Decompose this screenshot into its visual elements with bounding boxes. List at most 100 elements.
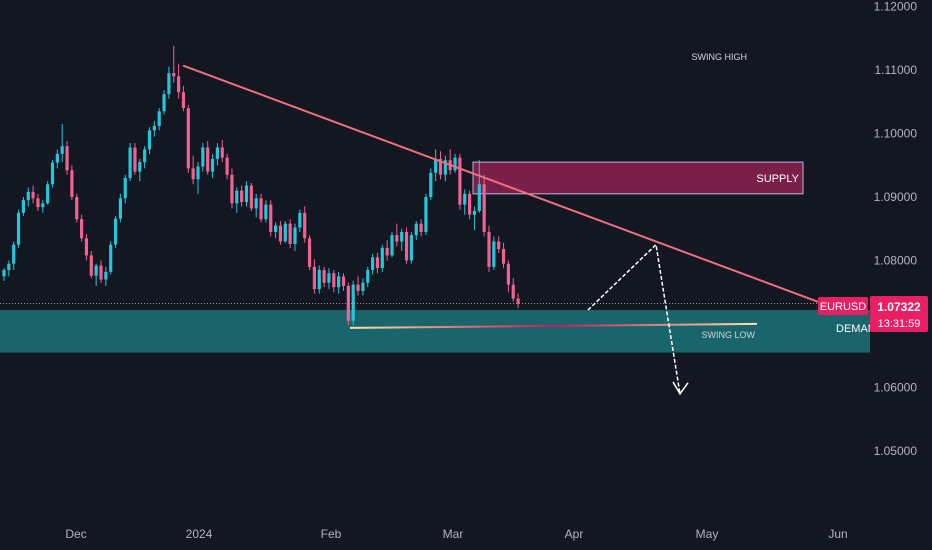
candle-body (293, 227, 297, 244)
candle-body (75, 197, 79, 220)
candle-body (240, 190, 244, 203)
y-tick-label: 1.05000 (874, 444, 918, 458)
candle-body (278, 225, 283, 242)
candle-body (317, 270, 321, 290)
candle-body (472, 210, 477, 215)
candle-body (341, 276, 346, 286)
candle-body (157, 111, 161, 126)
symbol-badge (818, 297, 868, 315)
candle-body (167, 73, 171, 95)
candle-body (123, 177, 127, 199)
candle-body (346, 285, 350, 321)
candle-body (390, 235, 394, 256)
swing-low-line[interactable] (349, 322, 758, 329)
candle-body (443, 160, 447, 175)
candle-body (206, 147, 210, 172)
candle-body (84, 238, 89, 256)
candle-body (269, 204, 273, 232)
candle-body (274, 225, 278, 232)
x-tick-label: Mar (443, 527, 464, 541)
demand-zone[interactable] (0, 310, 870, 353)
candle-body (366, 270, 370, 283)
x-tick-label: Dec (65, 527, 86, 541)
candle-body (337, 276, 341, 288)
candle-body (65, 146, 69, 171)
swing-high-label: SWING HIGH (692, 52, 748, 62)
candle-body (395, 235, 399, 242)
candle-body (181, 92, 186, 109)
candle-body (516, 298, 520, 304)
candle-body (94, 265, 98, 276)
candle-body (225, 157, 229, 175)
y-tick-label: 1.12000 (874, 0, 918, 14)
candle-body (482, 184, 486, 232)
supply-zone-label: SUPPLY (756, 173, 799, 185)
candle-body (2, 270, 6, 277)
candle-body (113, 218, 118, 245)
candle-body (191, 168, 195, 180)
candle-body (152, 125, 156, 131)
candle-body (249, 185, 253, 209)
y-tick-label: 1.08000 (874, 254, 918, 268)
candle-body (298, 212, 302, 228)
candle-body (143, 149, 147, 163)
candle-body (162, 94, 166, 112)
y-tick-label: 1.09000 (874, 190, 918, 204)
candle-body (327, 273, 331, 283)
y-tick-label: 1.06000 (874, 381, 918, 395)
candle-body (487, 231, 491, 267)
candle-body (361, 282, 365, 291)
candle-body (99, 265, 103, 280)
swing-low-label: SWING LOW (702, 330, 756, 340)
last-price-badge (870, 296, 928, 332)
candle-body (497, 241, 501, 250)
candle-body (50, 162, 55, 185)
candle-body (138, 162, 142, 172)
last-price-value: 1.07322 (877, 300, 921, 314)
x-tick-label: Apr (565, 527, 584, 541)
y-tick-label: 1.11000 (875, 63, 918, 77)
candle-body (89, 255, 93, 276)
candle-body (26, 191, 30, 201)
candle-body (210, 158, 215, 172)
candle-body (109, 244, 113, 272)
trendline[interactable] (182, 64, 819, 303)
supply-zone[interactable] (472, 161, 804, 195)
candle-body (400, 231, 404, 242)
candle-body (215, 147, 219, 159)
candle-body (21, 200, 25, 213)
candle-body (356, 284, 360, 291)
x-axis: Dec 2024 Feb Mar Apr May Jun (65, 527, 847, 541)
candle-body (468, 193, 472, 215)
candle-body (307, 238, 312, 267)
candle-body (133, 147, 137, 172)
candle-body (147, 130, 152, 150)
candle-body (434, 158, 438, 173)
candle-body (172, 73, 176, 77)
candle-body (463, 193, 467, 205)
candle-body (55, 153, 59, 163)
projection-arrowhead (672, 381, 689, 396)
x-tick-label: Feb (321, 527, 342, 541)
x-tick-label: May (696, 527, 719, 541)
candle-body (16, 212, 21, 245)
candle-body (128, 147, 132, 178)
candle-body (409, 235, 413, 261)
price-badges: EURUSD 1.07322 13:31:59 (818, 296, 928, 332)
candle-body (201, 147, 205, 167)
candle-body (303, 212, 307, 239)
candle-body (288, 223, 292, 244)
candle-body (235, 190, 239, 204)
projection-path[interactable] (587, 243, 681, 394)
candle-body (60, 146, 64, 154)
candle-body (458, 157, 462, 205)
candle-body (36, 198, 40, 208)
candle-body (254, 198, 258, 209)
swing-levels: SWING HIGH SWING LOW (165, 52, 758, 340)
candle-body (419, 223, 423, 232)
candle-body (429, 172, 433, 197)
candle-body (438, 158, 443, 175)
candle-body (41, 203, 45, 208)
